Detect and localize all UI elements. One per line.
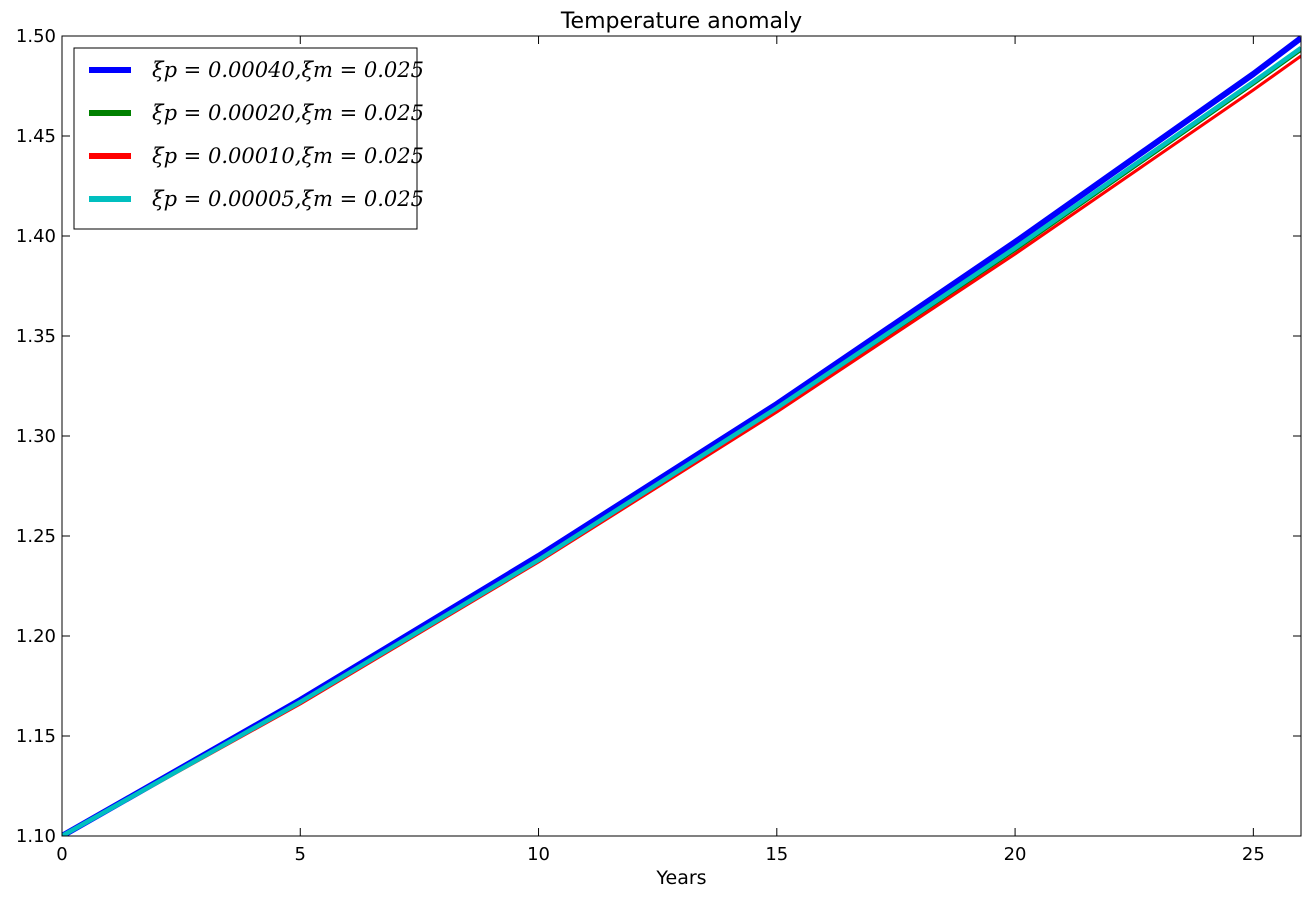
x-tick-label: 25 xyxy=(1242,844,1265,865)
y-tick-label: 1.30 xyxy=(16,426,56,447)
x-tick-label: 20 xyxy=(1004,844,1027,865)
y-tick-label: 1.45 xyxy=(16,126,56,147)
y-tick-label: 1.40 xyxy=(16,226,56,247)
y-tick-label: 1.25 xyxy=(16,526,56,547)
y-axis: 1.10 1.15 1.20 1.25 1.30 1.35 1.40 1.45 1.50 xyxy=(16,26,1301,847)
x-tick-label: 5 xyxy=(295,844,306,865)
x-tick-label: 10 xyxy=(527,844,550,865)
series-line-4 xyxy=(62,46,1301,836)
y-tick-label: 1.35 xyxy=(16,326,56,347)
legend: ξp = 0.00040,ξm = 0.025 ξp = 0.00020,ξm =… xyxy=(73,47,424,230)
legend-label: ξp = 0.00010,ξm = 0.025 xyxy=(152,144,424,168)
x-axis: 0 5 10 15 20 25 xyxy=(56,36,1265,865)
legend-label: ξp = 0.00005,ξm = 0.025 xyxy=(152,187,424,211)
legend-label: ξp = 0.00020,ξm = 0.025 xyxy=(152,101,424,125)
series-layer xyxy=(62,36,1301,836)
legend-label: ξp = 0.00040,ξm = 0.025 xyxy=(152,58,424,82)
x-tick-label: 0 xyxy=(56,844,67,865)
y-tick-label: 1.50 xyxy=(16,26,56,47)
x-axis-label: Years xyxy=(655,867,706,889)
chart-title: Temperature anomaly xyxy=(560,9,802,34)
x-tick-label: 15 xyxy=(765,844,788,865)
y-tick-label: 1.20 xyxy=(16,626,56,647)
legend-box xyxy=(73,47,418,230)
y-tick-label: 1.10 xyxy=(16,826,56,847)
y-tick-label: 1.15 xyxy=(16,726,56,747)
